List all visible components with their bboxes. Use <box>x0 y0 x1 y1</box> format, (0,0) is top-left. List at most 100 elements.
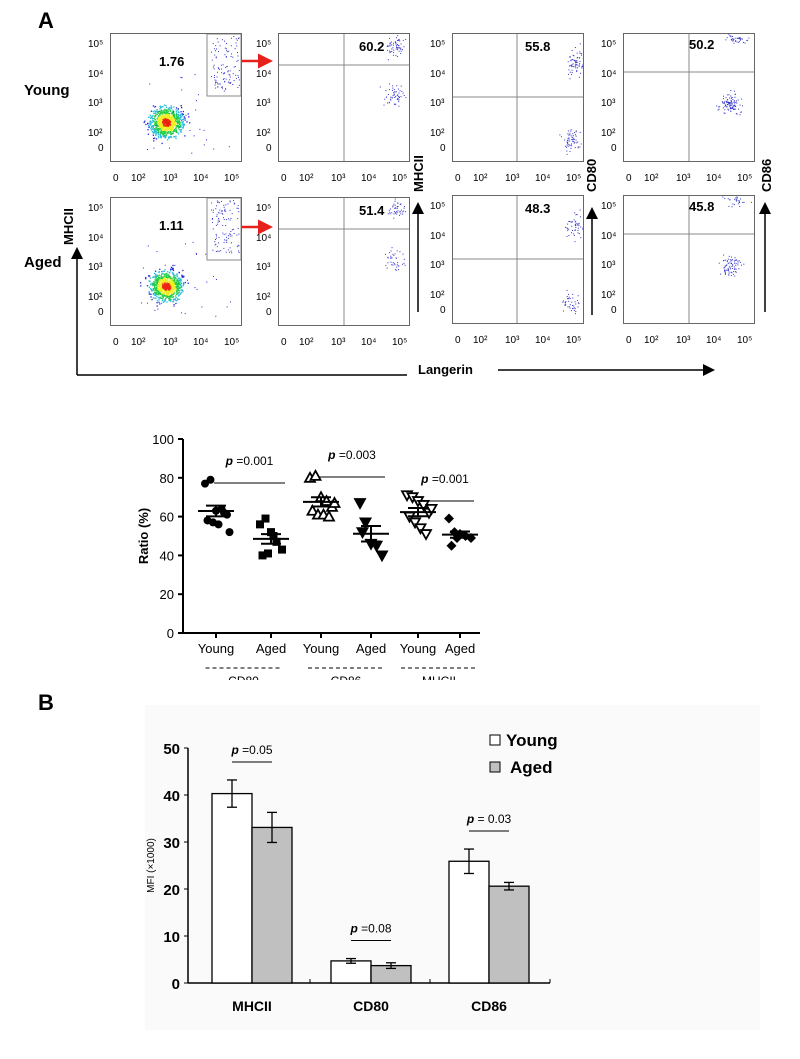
event-dot <box>157 287 159 290</box>
event-dot <box>171 281 173 283</box>
event-dot <box>161 131 164 133</box>
event-dot <box>237 205 239 207</box>
event-dot <box>155 115 157 117</box>
event-dot <box>403 94 405 96</box>
event-dot <box>566 144 568 146</box>
event-dots <box>143 34 241 154</box>
event-dot <box>160 127 162 129</box>
event-dot <box>732 107 734 109</box>
event-dot <box>222 213 224 215</box>
event-dot <box>566 153 568 155</box>
event-dot <box>171 125 173 128</box>
event-dot <box>173 281 175 283</box>
event-dot <box>726 269 728 271</box>
event-dot <box>575 311 577 313</box>
event-dot <box>180 280 182 282</box>
event-dot <box>167 124 169 126</box>
event-dot <box>582 228 583 230</box>
event-dot <box>167 109 169 111</box>
event-dot <box>164 280 166 282</box>
event-dot <box>399 47 401 49</box>
event-dot <box>395 269 397 271</box>
event-dot <box>724 106 726 108</box>
event-dot <box>739 38 741 40</box>
event-dot <box>145 277 147 280</box>
event-dot <box>182 113 184 116</box>
event-dot <box>225 251 227 253</box>
event-dot <box>578 57 580 59</box>
event-dot <box>732 103 734 105</box>
event-dot <box>192 241 194 243</box>
event-dot <box>179 280 181 282</box>
event-dot <box>168 281 171 283</box>
event-dot <box>735 93 737 95</box>
event-dot <box>175 114 178 116</box>
x-tick-label: 10⁵ <box>737 173 753 184</box>
event-dot <box>726 260 728 262</box>
event-dot <box>215 278 217 280</box>
event-dot <box>153 140 155 142</box>
event-dot <box>172 267 174 269</box>
event-dot <box>231 235 233 237</box>
event-dot <box>159 303 161 305</box>
event-dot <box>170 266 173 268</box>
event-dot <box>738 108 740 110</box>
event-dot <box>169 125 171 127</box>
event-dot <box>723 112 725 114</box>
event-dot <box>162 124 165 126</box>
event-dot <box>729 199 731 201</box>
x-tick-label: 10³ <box>505 335 520 346</box>
event-dot <box>732 99 734 101</box>
y-tick-label: 10² <box>256 128 271 139</box>
event-dot <box>139 282 142 284</box>
x-tick-label: Aged <box>445 641 475 656</box>
event-dot <box>165 123 167 125</box>
event-dot <box>176 124 179 127</box>
event-dot <box>166 125 169 127</box>
event-dot <box>168 299 170 302</box>
x-tick-label: 10³ <box>163 173 178 184</box>
event-dot <box>158 112 160 114</box>
event-dot <box>149 287 152 290</box>
event-dot <box>155 113 157 115</box>
event-dot <box>570 310 572 312</box>
event-dot <box>231 213 233 215</box>
event-dot <box>569 56 571 58</box>
event-dot <box>175 131 178 134</box>
event-dot <box>575 220 577 222</box>
event-dot <box>235 74 237 76</box>
bar-aged <box>488 885 530 984</box>
event-dot <box>174 276 176 278</box>
event-dot <box>174 298 176 300</box>
event-dot <box>201 306 203 308</box>
event-dot <box>160 124 162 126</box>
event-dot <box>163 285 165 287</box>
event-dot <box>180 115 182 117</box>
event-dot <box>392 44 394 46</box>
y-tick-label: 0 <box>98 307 104 318</box>
event-dot <box>569 144 571 146</box>
event-dot <box>195 253 197 255</box>
event-dot <box>153 289 155 292</box>
event-dot <box>395 257 397 259</box>
event-dot <box>567 306 569 308</box>
event-dot <box>159 283 161 286</box>
y-tick-label: 0 <box>172 976 180 993</box>
event-dot <box>577 141 579 143</box>
event-dot <box>738 201 740 203</box>
event-dot <box>577 230 579 232</box>
event-dot <box>230 217 232 219</box>
event-dot <box>393 51 395 53</box>
event-dot <box>211 51 213 53</box>
event-dot <box>176 279 179 281</box>
event-dot <box>165 106 168 109</box>
event-dot <box>169 290 172 293</box>
x-tick-label: 10⁵ <box>224 173 240 184</box>
event-dot <box>566 289 568 291</box>
event-dot <box>173 117 176 119</box>
event-dot <box>163 123 165 125</box>
event-dot <box>396 211 398 213</box>
event-dot <box>228 82 230 84</box>
event-dot <box>180 105 182 107</box>
event-dot <box>167 274 169 276</box>
